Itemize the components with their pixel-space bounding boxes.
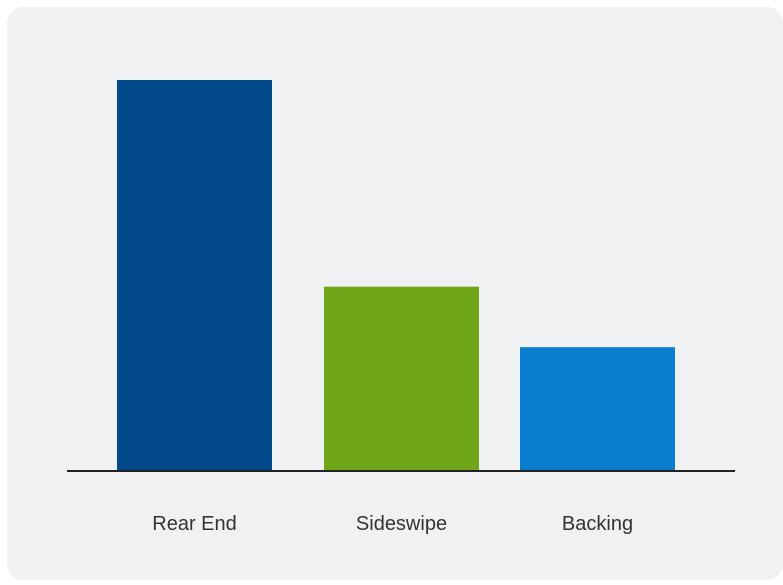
category-label-group: Rear End Sideswipe Backing (152, 513, 633, 535)
category-label: Sideswipe (356, 513, 447, 535)
bar-sideswipe (324, 286, 479, 470)
bar-group (117, 80, 675, 470)
category-label: Backing (562, 513, 633, 535)
bar-rear-end (117, 80, 272, 470)
category-label: Rear End (152, 513, 237, 535)
bar-backing (520, 347, 675, 470)
